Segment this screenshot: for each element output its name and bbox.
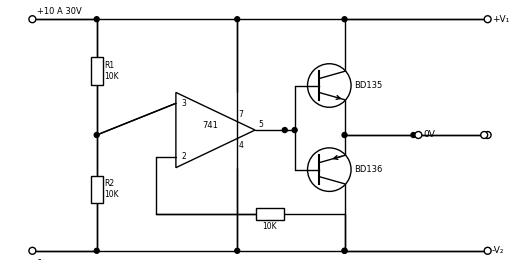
Circle shape <box>235 248 240 253</box>
Circle shape <box>29 16 36 23</box>
Circle shape <box>415 131 422 139</box>
Text: 10K: 10K <box>263 222 277 231</box>
Circle shape <box>308 148 351 191</box>
Text: R2
10K: R2 10K <box>105 179 119 200</box>
Text: -V₂: -V₂ <box>492 246 504 255</box>
Bar <box>91 57 103 85</box>
Circle shape <box>481 131 487 139</box>
Circle shape <box>94 248 99 253</box>
Text: BD136: BD136 <box>354 165 382 174</box>
Circle shape <box>342 133 347 137</box>
Circle shape <box>94 17 99 22</box>
Circle shape <box>484 16 491 23</box>
Text: BD135: BD135 <box>354 81 382 90</box>
Text: 3: 3 <box>182 99 187 108</box>
Circle shape <box>282 128 287 133</box>
Circle shape <box>484 131 491 139</box>
Bar <box>91 176 103 203</box>
Text: 2: 2 <box>182 152 187 161</box>
Circle shape <box>235 17 240 22</box>
Text: 7: 7 <box>239 110 244 119</box>
Text: 5: 5 <box>258 120 263 129</box>
Circle shape <box>411 133 416 137</box>
Circle shape <box>308 64 351 107</box>
Circle shape <box>342 248 347 253</box>
Circle shape <box>94 133 99 137</box>
Circle shape <box>342 248 347 253</box>
Text: +10 A 30V: +10 A 30V <box>37 7 82 16</box>
Text: +V₁: +V₁ <box>492 15 509 24</box>
Text: 4: 4 <box>239 141 244 150</box>
Text: 0V: 0V <box>423 130 435 140</box>
Text: 741: 741 <box>202 121 219 130</box>
Text: R1
10K: R1 10K <box>105 61 119 81</box>
Circle shape <box>292 128 297 133</box>
Circle shape <box>484 247 491 254</box>
Bar <box>256 208 284 220</box>
Text: -: - <box>37 254 41 264</box>
Circle shape <box>29 247 36 254</box>
Circle shape <box>342 17 347 22</box>
